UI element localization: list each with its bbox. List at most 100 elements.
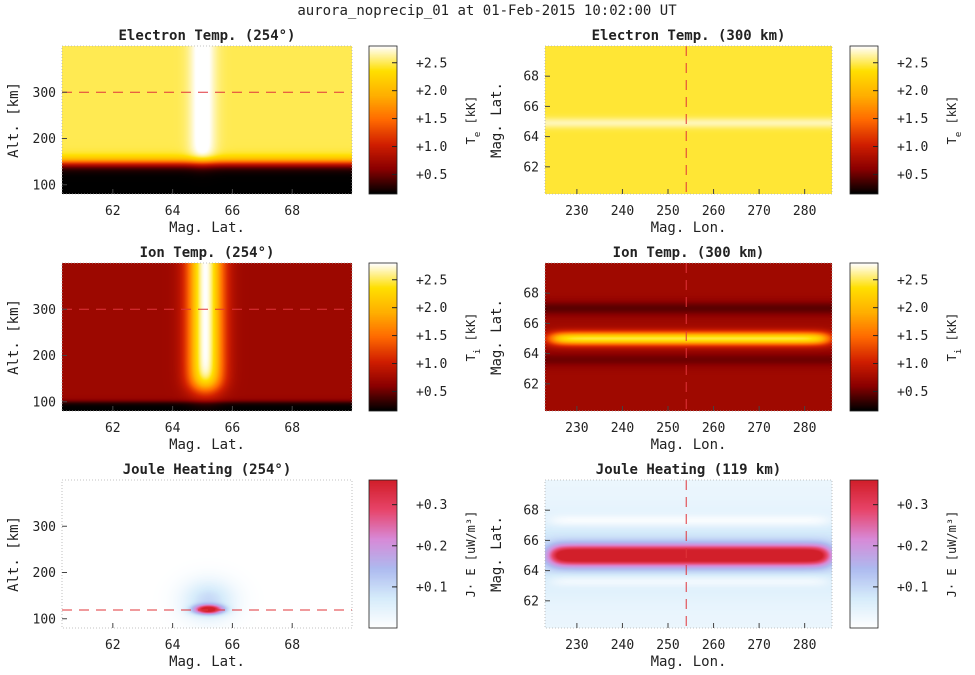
te-map-ytick-label: 68 <box>523 70 539 85</box>
jh-alt-xtick-label: 62 <box>105 638 121 653</box>
jh-alt-frame <box>61 479 353 629</box>
ti-alt-panel: Ion Temp. (254°) 62 64 66 68 100 200 300 Mag. La… <box>6 245 483 453</box>
te-map-xtick-label: 240 <box>611 204 634 219</box>
ti-alt-colorbar-tick-label: +1.5 <box>416 329 447 344</box>
jh-alt-colorbar-frame <box>368 479 398 629</box>
te-alt-colorbar-tick-label: +2.5 <box>416 56 447 71</box>
jh-alt-xlabel: Mag. Lat. <box>169 654 245 670</box>
te-map-xtick-label: 260 <box>702 204 725 219</box>
jh-map-ylabel: Mag. Lat. <box>489 516 505 592</box>
te-alt-colorbar-tick-label: +1.0 <box>416 140 447 155</box>
jh-alt-panel: Joule Heating (254°) 62 64 66 68 100 200 300 Mag… <box>6 462 478 670</box>
ti-alt-xtick-label: 68 <box>284 421 300 436</box>
ti-alt-ytick-label: 200 <box>33 349 56 364</box>
jh-alt-colorbar-tick-label: +0.1 <box>416 580 447 595</box>
jh-map-ytick-label: 62 <box>523 594 539 609</box>
jh-alt-heatmap <box>62 480 352 628</box>
ti-alt-ytick-label: 100 <box>33 395 56 410</box>
ti-map-colorbar-tick-label: +1.5 <box>897 329 928 344</box>
jh-map-ytick-label: 66 <box>523 534 539 549</box>
ti-map-colorbar <box>850 263 878 411</box>
jh-alt-ylabel: Alt. [km] <box>6 516 22 592</box>
ti-map-panel: Ion Temp. (300 km) 230 240 250 260 270 280 62 64… <box>489 245 964 453</box>
ti-alt-xtick-label: 66 <box>225 421 241 436</box>
ti-alt-heatmap <box>62 263 352 411</box>
te-map-ytick-label: 64 <box>523 130 539 145</box>
jh-map-panel: Joule Heating (119 km) 230 240 250 260 270 280… <box>489 462 959 670</box>
panels-group: Electron Temp. (254°) 62 64 66 68 100 200 300 Ma… <box>6 28 964 670</box>
ti-map-ytick-label: 68 <box>523 287 539 302</box>
te-alt-colorbar-tick-label: +0.5 <box>416 168 447 183</box>
ti-map-frame <box>544 262 833 412</box>
ti-map-colorbar-tick-label: +2.5 <box>897 273 928 288</box>
ti-alt-colorbar-tick-label: +0.5 <box>416 385 447 400</box>
te-alt-ylabel: Alt. [km] <box>6 82 22 158</box>
jh-map-colorbar-tick-label: +0.2 <box>897 539 928 554</box>
jh-alt-xtick-label: 68 <box>284 638 300 653</box>
te-alt-xtick-label: 66 <box>225 204 241 219</box>
te-map-ylabel: Mag. Lat. <box>489 82 505 158</box>
te-alt-colorbar-tick-label: +2.0 <box>416 84 447 99</box>
te-map-xtick-label: 280 <box>793 204 816 219</box>
ti-alt-colorbar <box>369 263 397 411</box>
te-alt-panel: Electron Temp. (254°) 62 64 66 68 100 200 300 Ma… <box>6 28 483 236</box>
ti-alt-colorbar-tick-label: +2.5 <box>416 273 447 288</box>
ti-map-heatmap <box>545 263 832 411</box>
jh-map-xtick-label: 240 <box>611 638 634 653</box>
jh-map-ytick-label: 68 <box>523 504 539 519</box>
ti-alt-colorbar-frame <box>368 262 398 412</box>
ti-map-xlabel: Mag. Lon. <box>651 437 727 453</box>
ti-map-xtick-label: 230 <box>565 421 588 436</box>
te-map-colorbar-frame <box>849 45 879 195</box>
jh-map-colorbar-tick-label: +0.1 <box>897 580 928 595</box>
ti-map-xtick-label: 260 <box>702 421 725 436</box>
jh-map-heatmap <box>545 480 832 628</box>
te-alt-xtick-label: 64 <box>165 204 181 219</box>
ti-map-colorbar-tick-label: +0.5 <box>897 385 928 400</box>
ti-map-colorbar-frame <box>849 262 879 412</box>
jh-map-frame <box>544 479 833 629</box>
te-map-colorbar-tick-label: +2.5 <box>897 56 928 71</box>
jh-map-xtick-label: 260 <box>702 638 725 653</box>
te-map-colorbar-tick-label: +1.0 <box>897 140 928 155</box>
jh-map-colorbar-tick-label: +0.3 <box>897 498 928 513</box>
te-map-colorbar-label: Te [kK] <box>945 96 964 145</box>
jh-alt-xtick-label: 64 <box>165 638 181 653</box>
ti-alt-colorbar-tick-label: +1.0 <box>416 357 447 372</box>
te-map-frame <box>544 45 833 195</box>
ti-map-title: Ion Temp. (300 km) <box>613 245 765 261</box>
te-alt-colorbar-frame <box>368 45 398 195</box>
ti-alt-xtick-label: 64 <box>165 421 181 436</box>
ti-map-xtick-label: 250 <box>656 421 679 436</box>
te-map-colorbar-tick-label: +0.5 <box>897 168 928 183</box>
jh-alt-colorbar-label: J· E [uW/m³] <box>464 511 478 598</box>
te-map-panel: Electron Temp. (300 km) 230 240 250 260 270 28… <box>489 28 964 236</box>
ti-alt-xlabel: Mag. Lat. <box>169 437 245 453</box>
ti-alt-xtick-label: 62 <box>105 421 121 436</box>
jh-map-colorbar-frame <box>849 479 879 629</box>
te-map-xtick-label: 230 <box>565 204 588 219</box>
te-map-colorbar <box>850 46 878 194</box>
jh-map-xlabel: Mag. Lon. <box>651 654 727 670</box>
te-map-ytick-label: 66 <box>523 100 539 115</box>
jh-map-ytick-label: 64 <box>523 564 539 579</box>
te-alt-xlabel: Mag. Lat. <box>169 220 245 236</box>
te-map-xtick-label: 270 <box>747 204 770 219</box>
te-alt-ytick-label: 300 <box>33 86 56 101</box>
figure-title: aurora_noprecip_01 at 01-Feb-2015 10:02:… <box>297 3 677 19</box>
jh-map-xtick-label: 230 <box>565 638 588 653</box>
ti-map-xtick-label: 270 <box>747 421 770 436</box>
te-alt-frame <box>61 45 353 195</box>
jh-map-xtick-label: 270 <box>747 638 770 653</box>
ti-alt-ylabel: Alt. [km] <box>6 299 22 375</box>
jh-alt-colorbar <box>369 480 397 628</box>
jh-alt-title: Joule Heating (254°) <box>123 462 292 478</box>
jh-map-xtick-label: 280 <box>793 638 816 653</box>
jh-map-xtick-label: 250 <box>656 638 679 653</box>
jh-alt-colorbar-tick-label: +0.3 <box>416 498 447 513</box>
jh-alt-ytick-label: 200 <box>33 566 56 581</box>
ti-map-xtick-label: 240 <box>611 421 634 436</box>
te-alt-colorbar-tick-label: +1.5 <box>416 112 447 127</box>
te-map-ytick-label: 62 <box>523 160 539 175</box>
